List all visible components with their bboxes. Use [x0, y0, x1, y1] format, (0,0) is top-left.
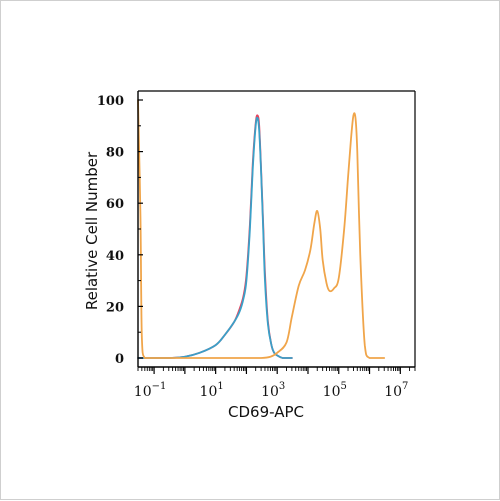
x-tick-label: 10−1	[134, 381, 167, 400]
series-blue-line	[137, 116, 293, 359]
y-tick-label: 100	[97, 94, 124, 109]
axes-layer: 0 20 40 60 80 100 10−1 101 103 105 107	[97, 90, 416, 400]
y-tick-label: 20	[106, 300, 124, 315]
x-tick-label: 105	[323, 381, 347, 400]
x-tick-label: 101	[200, 381, 224, 400]
y-tick-label: 40	[106, 249, 124, 264]
y-tick-label: 0	[115, 352, 124, 367]
y-axis-label: Relative Cell Number	[83, 151, 101, 310]
x-tick-label: 103	[261, 381, 285, 400]
x-axis-label: CD69-APC	[228, 403, 304, 421]
y-tick-label: 60	[106, 197, 124, 212]
series-red-line	[137, 114, 293, 359]
y-tick-label: 80	[106, 146, 124, 161]
x-tick-label: 107	[384, 381, 408, 400]
series-orange-line	[137, 99, 386, 359]
series-layer	[137, 99, 386, 359]
